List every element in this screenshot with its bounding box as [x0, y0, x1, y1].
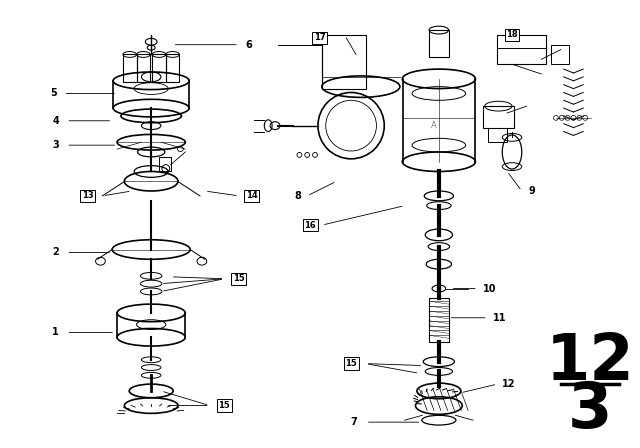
Text: 6: 6	[245, 40, 252, 50]
Text: 16: 16	[304, 220, 316, 230]
Text: A: A	[431, 121, 437, 129]
Bar	[488, 128, 507, 142]
Bar	[429, 30, 449, 57]
Bar	[322, 35, 365, 89]
Text: 7: 7	[351, 417, 357, 427]
Text: 5: 5	[51, 88, 57, 99]
Text: 17: 17	[314, 34, 326, 43]
Text: 8: 8	[294, 191, 301, 201]
Bar	[136, 55, 150, 82]
Text: 15: 15	[345, 359, 357, 368]
Bar	[551, 45, 568, 64]
Text: 15: 15	[218, 401, 230, 410]
Text: 10: 10	[483, 284, 497, 293]
Bar	[166, 55, 179, 82]
Text: 13: 13	[82, 191, 93, 200]
Text: 12: 12	[502, 379, 516, 389]
Bar	[483, 106, 514, 128]
Text: 15: 15	[233, 274, 245, 283]
Text: 2: 2	[52, 247, 59, 258]
Text: 14: 14	[246, 191, 257, 200]
Bar	[497, 35, 546, 64]
Text: 11: 11	[493, 313, 506, 323]
Text: 1: 1	[52, 327, 59, 337]
Text: 3: 3	[568, 379, 612, 441]
Text: 4: 4	[52, 116, 59, 126]
Text: 9: 9	[528, 186, 535, 196]
Bar	[429, 298, 449, 342]
Text: 3: 3	[52, 140, 59, 150]
Bar	[123, 55, 136, 82]
Text: 12: 12	[546, 331, 634, 392]
Text: 18: 18	[506, 30, 518, 39]
Bar	[159, 157, 171, 171]
Bar	[152, 55, 166, 82]
